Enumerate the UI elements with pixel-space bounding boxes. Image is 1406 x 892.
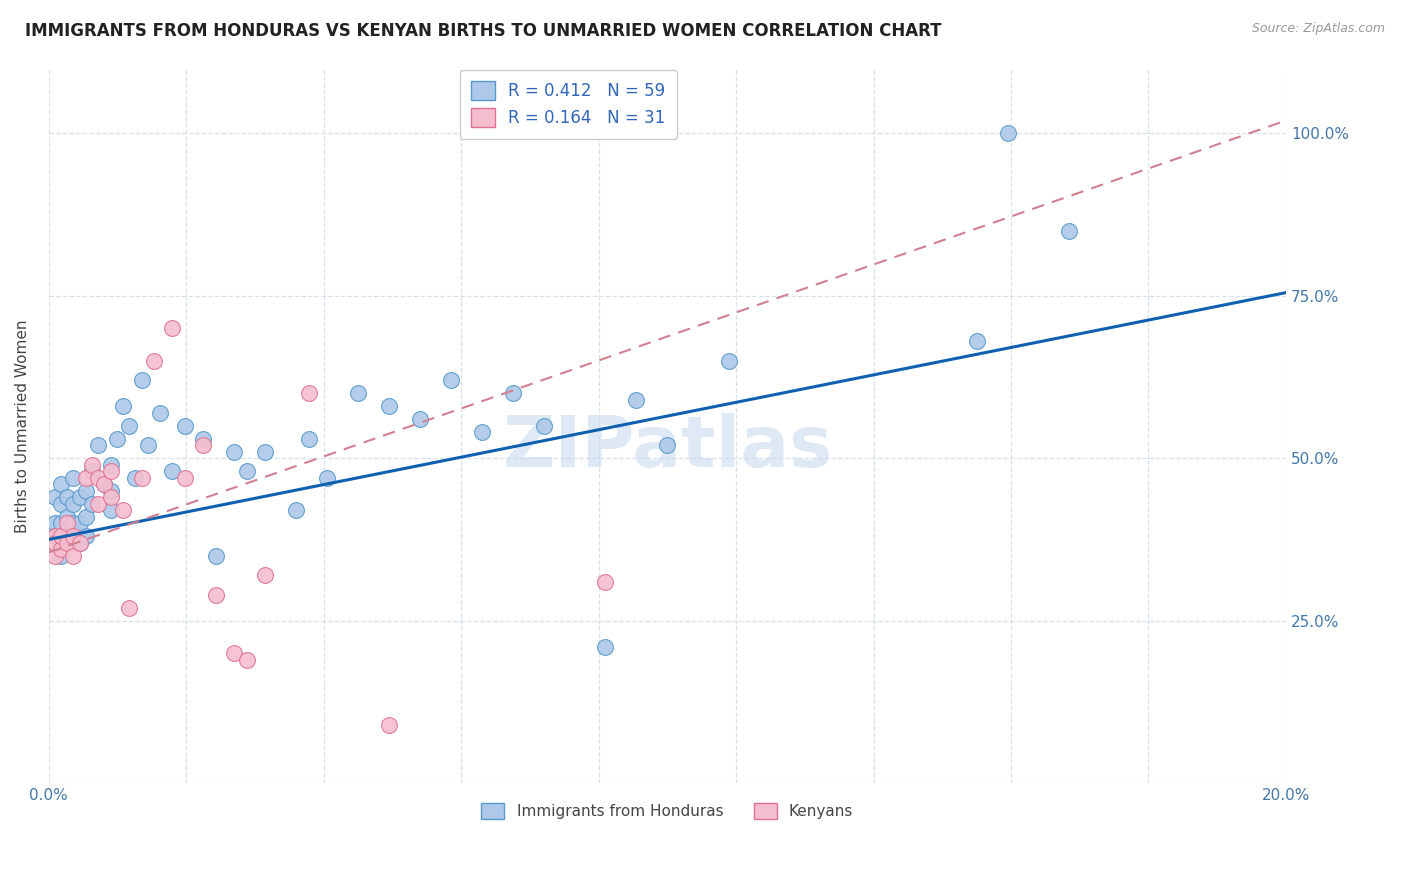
Point <box>533 418 555 433</box>
Point <box>235 464 257 478</box>
Point <box>69 490 91 504</box>
Point <box>502 386 524 401</box>
Point <box>80 464 103 478</box>
Point <box>87 497 110 511</box>
Point <box>297 386 319 401</box>
Point <box>49 549 72 563</box>
Point <box>44 549 66 563</box>
Point <box>80 458 103 472</box>
Point <box>224 444 246 458</box>
Point <box>100 503 122 517</box>
Point <box>347 386 370 401</box>
Point <box>124 471 146 485</box>
Point <box>62 471 84 485</box>
Point <box>204 549 226 563</box>
Point <box>44 535 66 549</box>
Point <box>100 458 122 472</box>
Point <box>173 471 195 485</box>
Point <box>111 503 134 517</box>
Point <box>93 477 115 491</box>
Point <box>378 399 401 413</box>
Point <box>75 509 97 524</box>
Point <box>193 438 215 452</box>
Point <box>56 535 79 549</box>
Point <box>56 529 79 543</box>
Point <box>56 516 79 531</box>
Point <box>49 516 72 531</box>
Point <box>62 549 84 563</box>
Point <box>44 516 66 531</box>
Point <box>62 516 84 531</box>
Point <box>111 399 134 413</box>
Text: ZIPatlas: ZIPatlas <box>502 413 832 482</box>
Point <box>69 535 91 549</box>
Point <box>595 574 617 589</box>
Legend: Immigrants from Honduras, Kenyans: Immigrants from Honduras, Kenyans <box>475 797 859 825</box>
Point <box>997 127 1019 141</box>
Point <box>44 529 66 543</box>
Point <box>75 529 97 543</box>
Point <box>297 432 319 446</box>
Point <box>131 373 153 387</box>
Point <box>75 483 97 498</box>
Point <box>718 354 741 368</box>
Point <box>93 477 115 491</box>
Point <box>193 432 215 446</box>
Point <box>49 497 72 511</box>
Point <box>1059 224 1081 238</box>
Point <box>966 334 988 349</box>
Point <box>626 392 648 407</box>
Point <box>62 529 84 543</box>
Point <box>56 529 79 543</box>
Text: Source: ZipAtlas.com: Source: ZipAtlas.com <box>1251 22 1385 36</box>
Point <box>62 497 84 511</box>
Point <box>49 477 72 491</box>
Point <box>87 438 110 452</box>
Point <box>471 425 494 440</box>
Point <box>316 471 339 485</box>
Point <box>235 652 257 666</box>
Point <box>100 483 122 498</box>
Point <box>173 418 195 433</box>
Y-axis label: Births to Unmarried Women: Births to Unmarried Women <box>15 319 30 533</box>
Point <box>136 438 159 452</box>
Point <box>87 471 110 485</box>
Point <box>657 438 679 452</box>
Point <box>49 542 72 557</box>
Point <box>44 490 66 504</box>
Point <box>118 418 141 433</box>
Point <box>409 412 432 426</box>
Point <box>162 464 184 478</box>
Text: IMMIGRANTS FROM HONDURAS VS KENYAN BIRTHS TO UNMARRIED WOMEN CORRELATION CHART: IMMIGRANTS FROM HONDURAS VS KENYAN BIRTH… <box>25 22 942 40</box>
Point <box>44 529 66 543</box>
Point <box>142 354 165 368</box>
Point <box>162 321 184 335</box>
Point <box>75 471 97 485</box>
Point <box>49 542 72 557</box>
Point <box>69 535 91 549</box>
Point <box>440 373 463 387</box>
Point <box>118 600 141 615</box>
Point <box>49 529 72 543</box>
Point <box>80 497 103 511</box>
Point <box>105 432 128 446</box>
Point <box>69 516 91 531</box>
Point <box>285 503 308 517</box>
Point <box>131 471 153 485</box>
Point <box>204 588 226 602</box>
Point <box>56 509 79 524</box>
Point <box>149 406 172 420</box>
Point <box>56 490 79 504</box>
Point <box>254 444 277 458</box>
Point <box>254 568 277 582</box>
Point <box>100 490 122 504</box>
Point <box>224 646 246 660</box>
Point <box>378 717 401 731</box>
Point <box>100 464 122 478</box>
Point <box>595 640 617 654</box>
